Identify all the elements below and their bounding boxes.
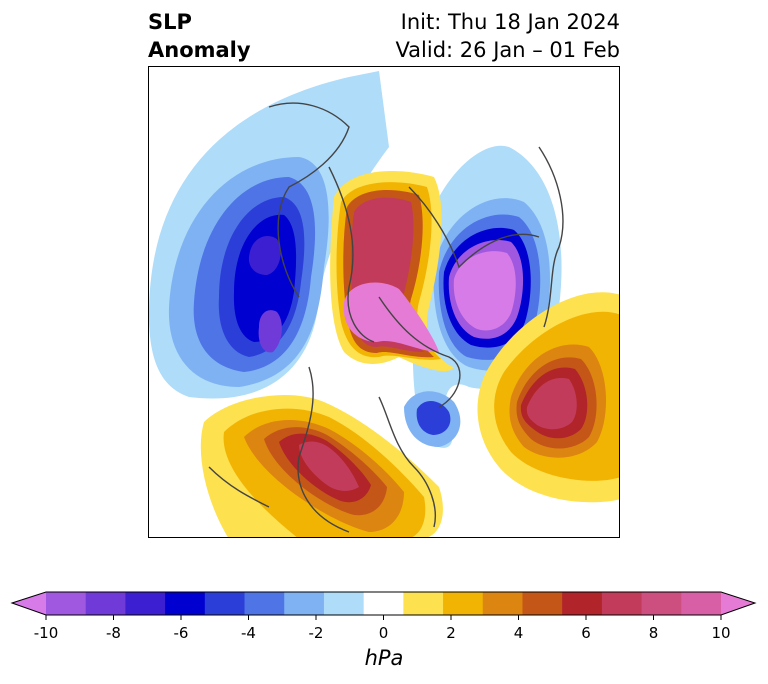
- colorbar-tick-label: -8: [106, 624, 121, 642]
- colorbar-segment: [641, 592, 682, 615]
- colorbar-unit: hPa: [364, 646, 404, 670]
- colorbar-segment: [482, 592, 523, 615]
- colorbar-segment: [244, 592, 285, 615]
- colorbar-max-extend: [721, 592, 755, 615]
- chart-title: SLP Anomaly: [148, 8, 251, 64]
- colorbar-segment: [562, 592, 603, 615]
- colorbar-tick-label: 6: [581, 624, 591, 642]
- colorbar-segment: [601, 592, 643, 615]
- colorbar-tick-label: -4: [241, 624, 256, 642]
- colorbar-tick-label: -10: [33, 624, 59, 642]
- positive-anomaly-arctic: [330, 171, 454, 372]
- colorbar-tick-label: 4: [513, 624, 524, 642]
- colorbar-segment: [204, 592, 246, 615]
- colorbar-segment: [165, 592, 206, 615]
- colorbar-tick-label: 8: [648, 624, 659, 642]
- colorbar-segment: [443, 592, 484, 615]
- colorbar-segment: [125, 592, 166, 615]
- colorbar-min-extend: [12, 592, 46, 615]
- colorbar-segment: [85, 592, 126, 615]
- positive-anomaly-north-america: [200, 394, 443, 537]
- colorbar-segment: [522, 592, 563, 615]
- title-line-1: SLP: [148, 10, 192, 34]
- init-date: Init: Thu 18 Jan 2024: [400, 10, 620, 34]
- positive-anomaly-pacific: [477, 292, 619, 503]
- anomaly-map: [149, 71, 619, 537]
- colorbar-tick-label: 10: [711, 624, 731, 642]
- map-panel: [148, 66, 620, 538]
- colorbar-segment: [681, 592, 722, 615]
- colorbar-tick-label: -2: [308, 624, 324, 642]
- coastlines: [208, 102, 564, 533]
- colorbar-tick-label: 2: [446, 624, 456, 642]
- date-info: Init: Thu 18 Jan 2024 Valid: 26 Jan – 01…: [395, 8, 620, 64]
- colorbar-segment: [323, 592, 365, 615]
- colorbar-segment: [363, 592, 404, 615]
- colorbar-segment: [46, 592, 87, 615]
- colorbar-segment: [284, 592, 325, 615]
- title-line-2: Anomaly: [148, 38, 251, 62]
- valid-range: Valid: 26 Jan – 01 Feb: [395, 38, 620, 62]
- colorbar-segment: [403, 592, 444, 615]
- negative-anomaly-west: [149, 71, 389, 399]
- colorbar: [10, 591, 757, 620]
- colorbar-tick-label: 0: [378, 624, 389, 642]
- colorbar-tick-label: -6: [173, 624, 189, 642]
